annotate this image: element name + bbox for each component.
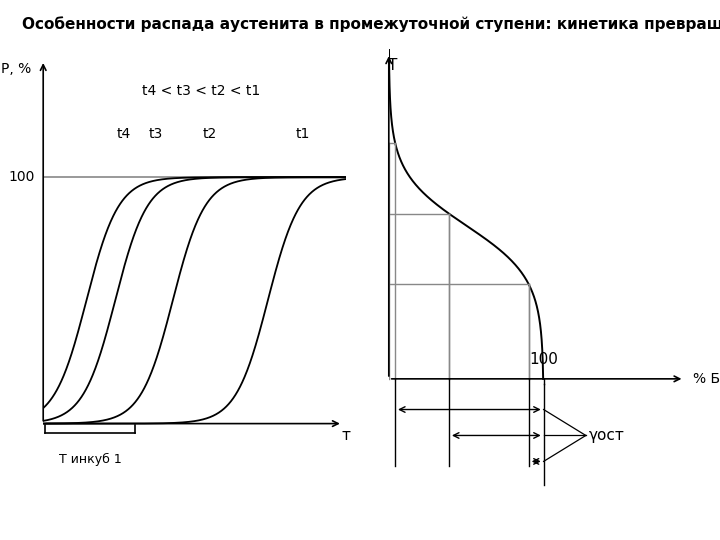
Text: Особенности распада аустенита в промежуточной ступени: кинетика превращения: Особенности распада аустенита в промежут… — [22, 16, 720, 32]
Text: t3: t3 — [148, 127, 163, 141]
Text: 100: 100 — [529, 352, 558, 367]
Text: t2: t2 — [203, 127, 217, 141]
Text: т: т — [341, 428, 350, 443]
Text: γост: γост — [589, 428, 624, 443]
Text: t1: t1 — [295, 127, 310, 141]
Text: t4 < t3 < t2 < t1: t4 < t3 < t2 < t1 — [143, 84, 261, 98]
Text: Т: Т — [388, 58, 397, 73]
Text: % Б: % Б — [693, 372, 720, 386]
Text: t4: t4 — [117, 127, 131, 141]
Text: Т инкуб 1: Т инкуб 1 — [58, 453, 122, 466]
Text: 100: 100 — [8, 170, 35, 184]
Text: Р, %: Р, % — [1, 63, 32, 76]
